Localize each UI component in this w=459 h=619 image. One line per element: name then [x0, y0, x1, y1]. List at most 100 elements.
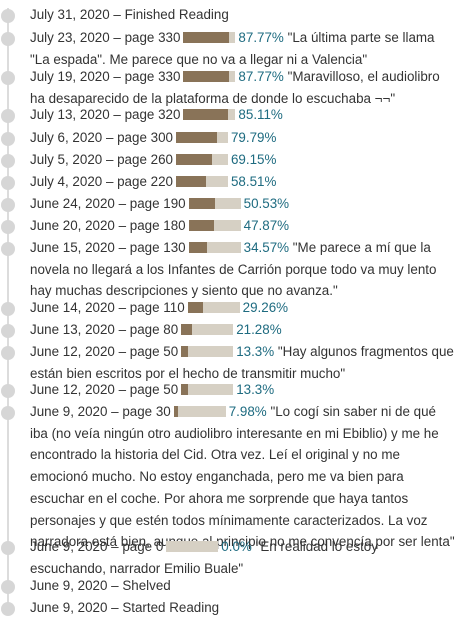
- timeline-dot: [1, 541, 15, 555]
- timeline-entry-text: July 6, 2020 – page 300 79.79%: [30, 130, 277, 145]
- entry-date: June 20, 2020: [30, 218, 115, 233]
- progress-bar-fill: [181, 384, 189, 395]
- progress-percent: 69.15%: [230, 152, 277, 167]
- progress-bar: [183, 32, 236, 43]
- timeline-entry-text: June 9, 2020 – Shelved: [30, 578, 171, 593]
- timeline-entry-text: June 14, 2020 – page 110 29.26%: [30, 300, 289, 315]
- entry-date: June 9, 2020: [30, 600, 108, 615]
- timeline-entry-text: June 12, 2020 – page 50 13.3% "Hay alguno…: [30, 344, 454, 381]
- entry-date: July 23, 2020: [30, 30, 110, 45]
- progress-percent: 85.11%: [238, 107, 283, 122]
- timeline-entry-text: July 4, 2020 – page 220 58.51%: [30, 174, 277, 189]
- progress-percent: 13.3%: [236, 382, 275, 397]
- progress-bar: [166, 541, 219, 552]
- progress-percent: 50.53%: [243, 196, 290, 211]
- timeline-entry-text: June 20, 2020 – page 180 47.87%: [30, 218, 290, 233]
- timeline-entry-text: June 9, 2020 – Started Reading: [30, 600, 220, 615]
- timeline-entry-text: June 24, 2020 – page 190 50.53%: [30, 196, 290, 211]
- timeline-dot: [1, 324, 15, 338]
- page-number: page 130: [129, 240, 186, 255]
- progress-bar-fill: [187, 302, 203, 313]
- page-number: page 220: [117, 174, 173, 189]
- page-number: page 330: [124, 69, 181, 84]
- progress-comment: "En realidad lo estoy escuchando, narrad…: [30, 539, 378, 576]
- page-number: page 300: [117, 130, 173, 145]
- entry-date: June 9, 2020: [30, 404, 108, 419]
- progress-bar-fill: [188, 242, 207, 253]
- timeline-dot: [1, 384, 15, 398]
- entry-date: June 12, 2020: [30, 382, 115, 397]
- page-number: page 320: [124, 107, 181, 122]
- page-number: page 330: [124, 30, 181, 45]
- timeline-dot: [1, 220, 15, 234]
- progress-percent: 21.28%: [236, 322, 282, 337]
- timeline-dot: [1, 198, 15, 212]
- progress-bar-fill: [183, 109, 228, 120]
- timeline-entry-text: July 13, 2020 – page 320 85.11%: [30, 107, 283, 122]
- timeline-dot: [1, 580, 15, 594]
- entry-date: July 19, 2020: [30, 69, 110, 84]
- timeline-entry-text: July 23, 2020 – page 330 87.77% "La últim…: [30, 30, 435, 67]
- progress-bar: [181, 346, 234, 357]
- progress-bar: [173, 406, 226, 417]
- progress-bar: [181, 384, 234, 395]
- progress-bar-fill: [188, 198, 215, 209]
- progress-bar: [188, 220, 241, 231]
- progress-bar-fill: [175, 154, 212, 165]
- timeline-entry-text: June 15, 2020 – page 130 34.57% "Me parec…: [30, 240, 437, 299]
- entry-date: June 12, 2020: [30, 344, 115, 359]
- timeline-entry-text: July 19, 2020 – page 330 87.77% "Maravill…: [30, 69, 440, 106]
- progress-comment: "Maravilloso, el audiolibro ha desaparec…: [30, 69, 440, 106]
- progress-percent: 79.79%: [230, 130, 277, 145]
- progress-bar: [187, 302, 240, 313]
- timeline-entry-text: June 9, 2020 – page 0 0.0% "En realidad l…: [30, 539, 378, 576]
- progress-bar: [188, 198, 241, 209]
- entry-date: July 13, 2020: [30, 107, 110, 122]
- entry-date: July 31, 2020: [30, 7, 110, 22]
- progress-bar-fill: [188, 220, 214, 231]
- page-number: page 0: [122, 539, 164, 554]
- progress-percent: 34.57%: [243, 240, 290, 255]
- entry-date: June 24, 2020: [30, 196, 115, 211]
- timeline-dot: [1, 346, 15, 360]
- progress-bar: [181, 324, 234, 335]
- progress-bar-fill: [175, 132, 218, 143]
- progress-percent: 47.87%: [243, 218, 290, 233]
- status-label: Started Reading: [122, 600, 220, 615]
- entry-date: June 14, 2020: [30, 300, 115, 315]
- page-number: page 180: [129, 218, 186, 233]
- timeline-entry-text: June 9, 2020 – page 30 7.98% "Lo cogí sin…: [30, 404, 455, 550]
- timeline-dot: [1, 176, 15, 190]
- progress-bar: [175, 132, 228, 143]
- timeline-entry-text: July 5, 2020 – page 260 69.15%: [30, 152, 277, 167]
- progress-bar: [175, 176, 228, 187]
- progress-bar-fill: [181, 346, 189, 357]
- progress-percent: 87.77%: [238, 69, 284, 84]
- progress-comment: "La última parte se llama "La espada". M…: [30, 30, 435, 67]
- page-number: page 50: [129, 344, 179, 359]
- page-number: page 80: [129, 322, 179, 337]
- progress-comment: "Lo cogí sin saber ni de qué iba (no veí…: [30, 404, 455, 550]
- timeline-dot: [1, 9, 15, 23]
- progress-bar-fill: [181, 324, 193, 335]
- entry-date: June 9, 2020: [30, 539, 108, 554]
- entry-date: July 5, 2020: [30, 152, 103, 167]
- timeline-dot: [1, 132, 15, 146]
- timeline-dot: [1, 71, 15, 85]
- timeline-dot: [1, 242, 15, 256]
- page-number: page 50: [129, 382, 179, 397]
- entry-date: June 15, 2020: [30, 240, 115, 255]
- status-label: Finished Reading: [124, 7, 229, 22]
- page-number: page 190: [129, 196, 186, 211]
- timeline-dot: [1, 32, 15, 46]
- progress-bar-fill: [183, 71, 230, 82]
- entry-date: July 6, 2020: [30, 130, 103, 145]
- progress-percent: 58.51%: [230, 174, 277, 189]
- progress-percent: 13.3%: [236, 344, 275, 359]
- progress-bar: [183, 109, 236, 120]
- timeline-dot: [1, 302, 15, 316]
- progress-bar-fill: [173, 406, 178, 417]
- timeline-entry-text: July 31, 2020 – Finished Reading: [30, 7, 229, 22]
- progress-percent: 7.98%: [228, 404, 267, 419]
